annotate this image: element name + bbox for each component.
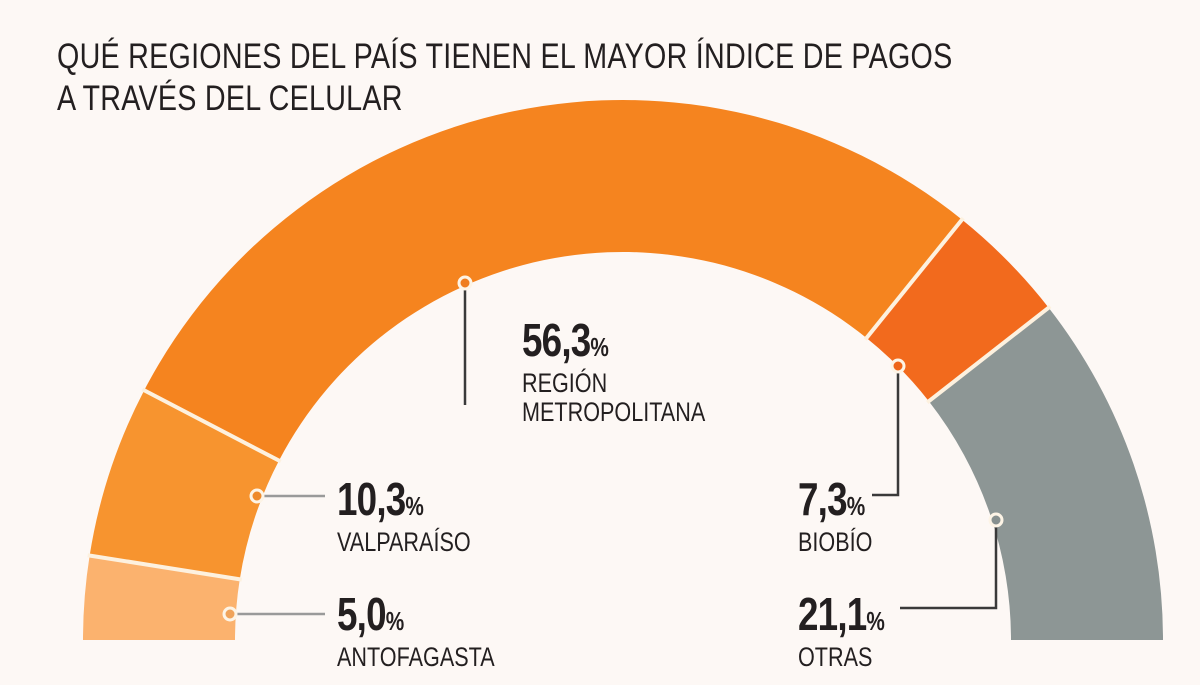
name-otras: OTRAS (798, 642, 873, 672)
value-region-metropolitana: 56,3 (522, 314, 591, 366)
slice-separator (863, 216, 965, 341)
leader-dot (249, 488, 265, 504)
chart-title: QUÉ REGIONES DEL PAÍS TIENEN EL MAYOR ÍN… (57, 36, 953, 120)
leader-dot (988, 512, 1004, 528)
name-region-metropolitana-2: METROPOLITANA (522, 397, 706, 427)
slice-separator (141, 387, 282, 464)
value-antofagasta: 5,0 (337, 588, 387, 640)
label-region-metropolitana: 56,3% REGIÓN METROPOLITANA (522, 317, 706, 427)
leader-line (900, 520, 998, 610)
percent-sign: % (385, 606, 405, 636)
value-otras: 21,1 (798, 588, 867, 640)
leader-dot (890, 358, 906, 374)
label-valparaiso: 10,3% VALPARAÍSO (337, 476, 471, 557)
value-biobio: 7,3 (798, 473, 848, 525)
slice-separator (87, 553, 243, 582)
percent-sign: % (590, 332, 609, 362)
slice-separator (926, 304, 1052, 405)
slice-antofagasta (83, 555, 240, 640)
value-valparaiso: 10,3 (337, 473, 406, 525)
name-antofagasta: ANTOFAGASTA (337, 642, 495, 672)
title-line-1: QUÉ REGIONES DEL PAÍS TIENEN EL MAYOR ÍN… (57, 37, 953, 76)
percent-sign: % (405, 491, 424, 521)
leader-dot (222, 606, 238, 622)
leader-dot (457, 275, 473, 291)
name-valparaiso: VALPARAÍSO (337, 527, 471, 557)
slice-biob-o (866, 219, 1049, 402)
percent-sign: % (866, 606, 885, 636)
slice-regi-n-metropolitana (144, 100, 962, 461)
slice-otras (928, 307, 1163, 640)
leader-line (872, 366, 900, 497)
name-region-metropolitana-1: REGIÓN (522, 368, 608, 398)
label-biobio: 7,3% BIOBÍO (798, 476, 873, 557)
title-line-2: A TRAVÉS DEL CELULAR (57, 79, 403, 118)
label-antofagasta: 5,0% ANTOFAGASTA (337, 591, 495, 672)
label-otras: 21,1% OTRAS (798, 591, 885, 672)
percent-sign: % (846, 491, 866, 521)
name-biobio: BIOBÍO (798, 527, 873, 557)
